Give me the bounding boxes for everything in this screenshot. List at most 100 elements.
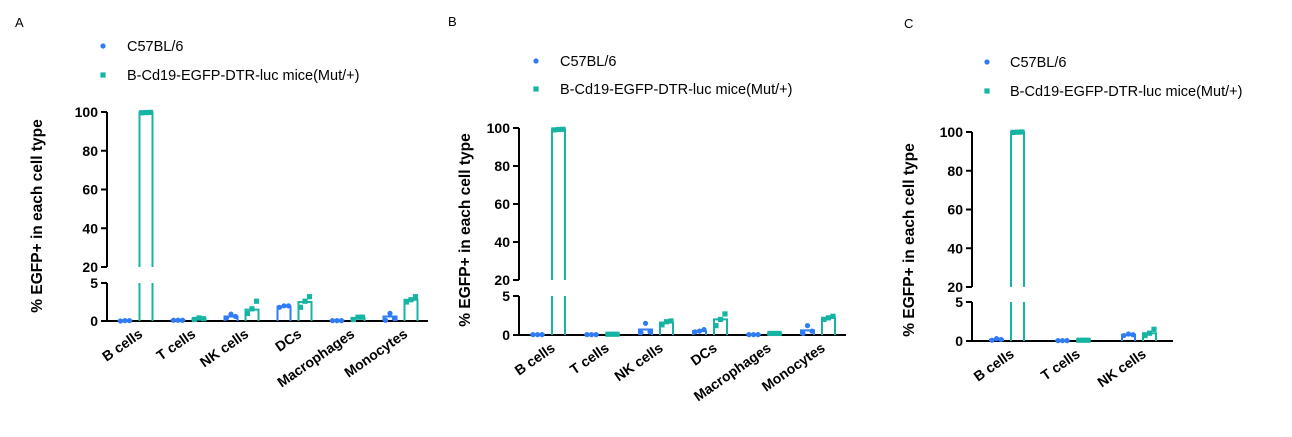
bar-group	[350, 314, 366, 323]
data-point	[717, 316, 724, 322]
data-point	[830, 313, 836, 319]
x-tick-label: T cells	[153, 325, 198, 363]
data-point	[825, 315, 832, 321]
data-point	[1085, 337, 1091, 343]
data-point	[175, 317, 181, 323]
y-tick-label: 80	[494, 158, 510, 174]
bar-group	[530, 332, 545, 338]
data-point	[191, 316, 198, 323]
data-point	[800, 330, 806, 337]
chart-panel-a: A C57BL/6 B-Cd19-EGFP-DTR-luc mice(Mut/+) 0…	[15, 15, 428, 390]
data-point	[1125, 331, 1132, 337]
bar-group	[638, 320, 653, 336]
data-point	[200, 316, 207, 322]
data-point	[122, 318, 128, 324]
data-point	[534, 332, 541, 338]
data-point	[147, 109, 154, 115]
data-point	[642, 320, 649, 326]
data-point	[605, 331, 611, 337]
data-point	[281, 303, 287, 309]
bar	[551, 128, 566, 280]
y-tick-label: 40	[947, 240, 963, 256]
bar-group	[659, 318, 674, 335]
bar-group	[584, 332, 599, 338]
data-point	[350, 316, 357, 323]
bar-group	[713, 311, 728, 335]
y-tick-label: 5	[90, 275, 98, 291]
data-point	[253, 298, 260, 304]
x-tick-label: B cells	[512, 339, 558, 378]
legend-label-c57bl6: C57BL/6	[127, 39, 183, 55]
data-point	[750, 332, 757, 338]
data-point	[355, 314, 361, 320]
bar	[1010, 131, 1025, 287]
legend: C57BL/6 B-Cd19-EGFP-DTR-luc mice(Mut/+)	[533, 54, 792, 98]
data-point	[614, 331, 620, 337]
bar-group	[170, 317, 186, 323]
y-tick-label: 20	[494, 272, 510, 288]
data-point	[382, 317, 389, 323]
data-point	[776, 330, 782, 337]
data-point	[1142, 332, 1148, 339]
data-point	[701, 326, 707, 333]
bar-group	[276, 303, 292, 321]
data-point	[223, 315, 230, 321]
data-point	[387, 310, 393, 316]
data-point	[138, 110, 145, 116]
y-tick-label: 0	[955, 333, 963, 349]
data-point	[539, 332, 545, 338]
data-point	[297, 304, 304, 310]
data-point	[771, 330, 778, 337]
legend-label-c57bl6: C57BL/6	[1010, 55, 1066, 71]
chart-panel-c: C C57BL/6 B-Cd19-EGFP-DTR-luc mice(Mut/+) 0…	[901, 16, 1242, 390]
data-point	[588, 332, 595, 338]
data-point	[276, 304, 283, 310]
legend-marker-c57bl6	[984, 59, 990, 65]
bar-group	[746, 332, 761, 338]
data-point	[551, 127, 557, 133]
legend-label-c57bl6: C57BL/6	[560, 54, 616, 70]
data-point	[696, 328, 703, 334]
data-point	[530, 332, 536, 338]
data-point	[1076, 337, 1082, 343]
data-point	[809, 328, 815, 334]
data-point	[1121, 332, 1127, 339]
bar-group	[403, 294, 419, 321]
data-point	[1059, 338, 1066, 344]
data-point	[179, 317, 186, 323]
data-point	[403, 299, 410, 305]
panel-label: A	[15, 15, 24, 30]
data-point	[1064, 338, 1070, 344]
bar-group	[382, 310, 398, 323]
data-point	[821, 316, 827, 322]
data-point	[663, 319, 670, 325]
bar-group	[117, 318, 133, 324]
data-point	[593, 332, 599, 338]
y-tick-label: 100	[940, 124, 964, 140]
bar-group	[605, 331, 620, 337]
bar-group	[800, 323, 815, 337]
y-tick-label: 5	[502, 288, 510, 304]
data-point	[1019, 129, 1025, 135]
legend-marker-mut	[100, 72, 106, 78]
x-tick-label: B cells	[971, 345, 1017, 384]
data-point	[989, 337, 995, 343]
data-point	[329, 318, 336, 324]
legend-marker-c57bl6	[100, 43, 106, 49]
legend-label-mut: B-Cd19-EGFP-DTR-luc mice(Mut/+)	[1010, 84, 1242, 100]
data-point	[804, 323, 811, 329]
bar-group	[1076, 337, 1091, 343]
data-point	[746, 332, 752, 338]
y-axis-title: % EGFP+ in each cell type	[457, 133, 474, 327]
bar-group	[223, 311, 239, 321]
bar	[138, 111, 154, 267]
x-tick-label: DCs	[688, 339, 720, 368]
chart-panel-b: B C57BL/6 B-Cd19-EGFP-DTR-luc mice(Mut/+) 0…	[448, 14, 846, 404]
y-tick-label: 0	[502, 327, 510, 343]
legend-label-mut: B-Cd19-EGFP-DTR-luc mice(Mut/+)	[127, 68, 359, 84]
data-point	[609, 331, 616, 337]
data-point	[170, 317, 177, 323]
y-tick-label: 60	[947, 202, 963, 218]
y-tick-label: 60	[494, 196, 510, 212]
x-tick-label: T cells	[567, 339, 612, 377]
